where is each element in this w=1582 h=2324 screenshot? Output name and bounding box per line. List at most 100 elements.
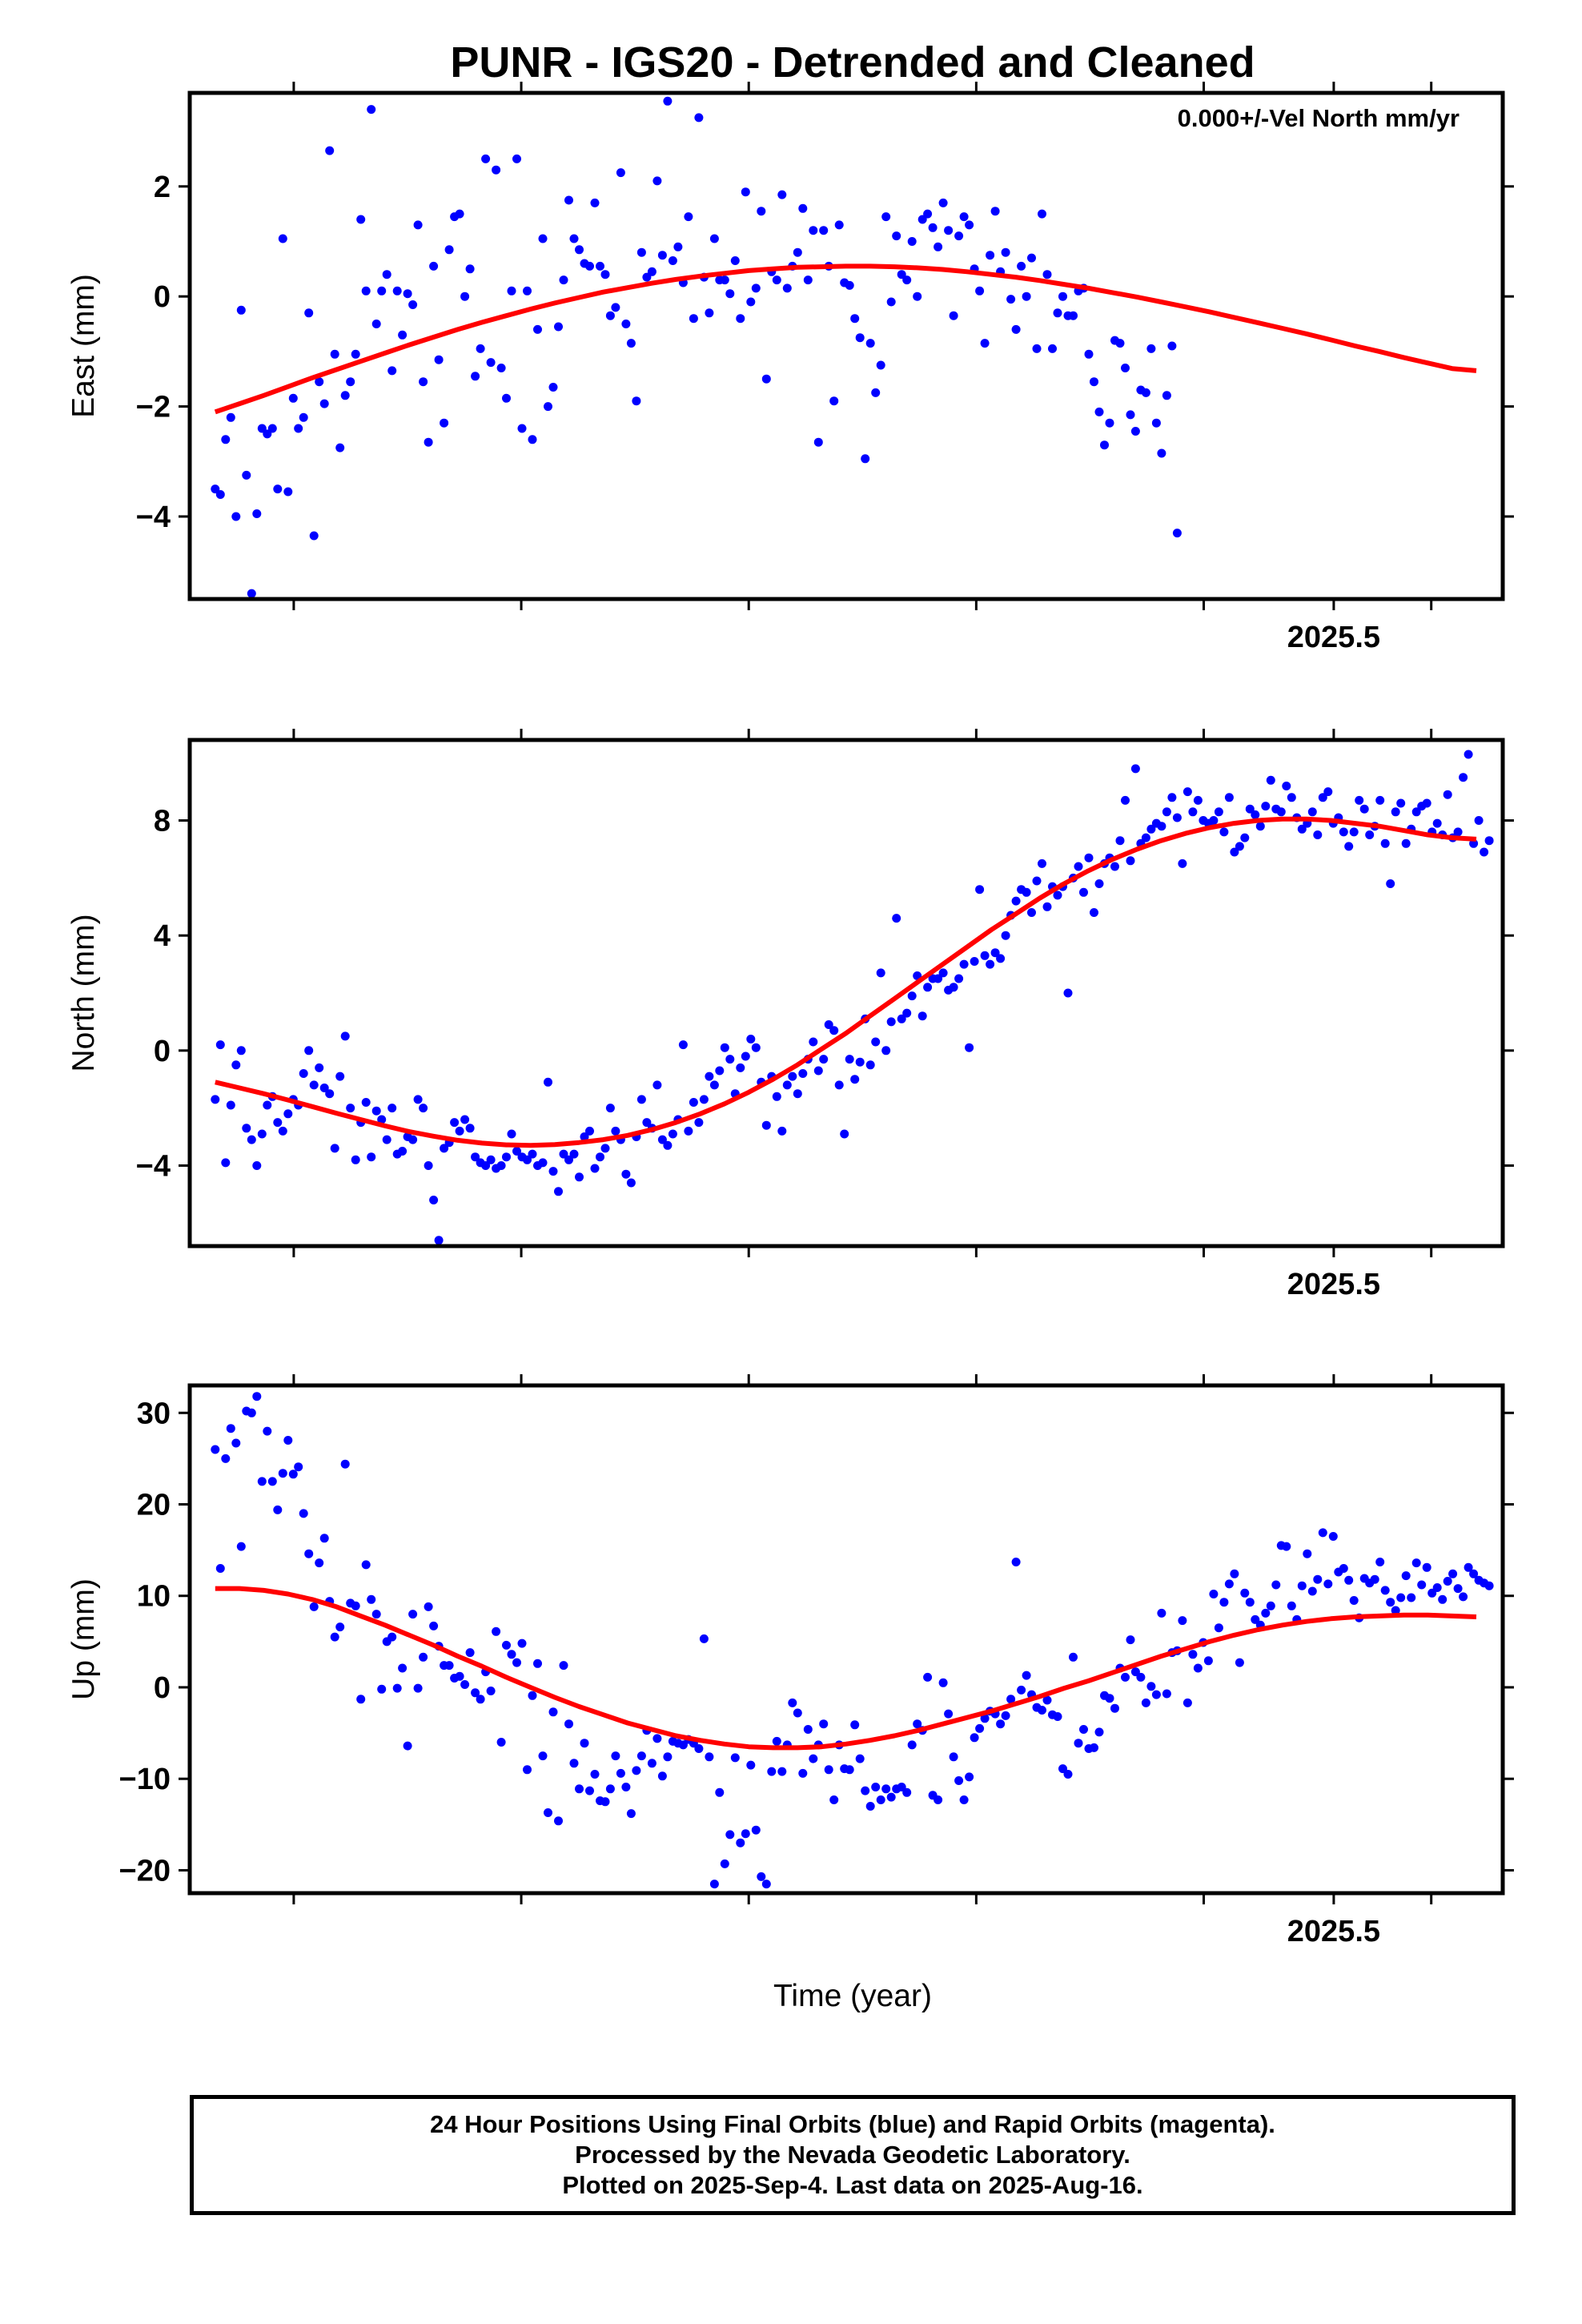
data-point (1115, 339, 1125, 348)
data-point (715, 1066, 725, 1076)
y-tick-label: 10 (137, 1580, 171, 1614)
data-point (705, 1752, 714, 1762)
data-point (371, 320, 381, 328)
data-points (211, 750, 1494, 1245)
data-point (652, 1080, 662, 1090)
y-tick-label: 0 (154, 1671, 171, 1705)
data-point (507, 1129, 516, 1139)
data-point (845, 1765, 854, 1775)
data-point (1484, 1581, 1494, 1590)
data-point (1453, 1584, 1463, 1594)
data-point (236, 1046, 246, 1055)
data-point (741, 187, 750, 197)
data-point (429, 1621, 439, 1630)
data-point (902, 1008, 912, 1018)
data-point (1017, 261, 1026, 271)
data-point (1038, 209, 1046, 219)
data-point (471, 1152, 480, 1162)
y-tick-label: 2 (154, 171, 171, 204)
data-point (242, 1124, 251, 1133)
data-point (1422, 1562, 1431, 1572)
data-point (1349, 827, 1359, 837)
data-point (335, 1072, 345, 1081)
data-point (283, 1109, 293, 1119)
data-point (1038, 1706, 1046, 1715)
data-point (813, 1066, 823, 1076)
data-point (694, 1118, 704, 1128)
data-point (855, 1057, 865, 1067)
data-point (626, 1178, 636, 1188)
data-point (705, 1072, 714, 1081)
data-point (1011, 1558, 1021, 1566)
data-point (1130, 1667, 1140, 1677)
data-point (502, 1640, 511, 1650)
data-point (465, 1124, 475, 1133)
data-point (803, 1725, 813, 1734)
data-point (1151, 1690, 1161, 1699)
data-point (346, 377, 355, 387)
data-point (1344, 842, 1354, 851)
data-point (709, 1080, 719, 1090)
data-point (346, 1104, 355, 1113)
data-point (673, 242, 683, 251)
data-point (819, 226, 829, 235)
plot-frame (187, 1383, 1505, 1896)
footer-line-3: Plotted on 2025-Sep-4. Last data on 2025… (562, 2171, 1143, 2199)
data-point (788, 1698, 797, 1707)
panel-up: −20 −10 0 10 20 30 2025.5 Up (mm) (66, 1374, 1514, 1948)
data-point (283, 1436, 293, 1445)
data-point (496, 1738, 506, 1747)
data-point (590, 198, 600, 207)
data-point (975, 885, 985, 895)
data-point (559, 275, 568, 285)
data-point (512, 1658, 521, 1667)
data-point (1427, 1588, 1437, 1598)
data-point (1193, 1663, 1203, 1673)
data-point (252, 1392, 262, 1401)
data-point (476, 344, 485, 353)
data-point (923, 209, 933, 219)
data-point (705, 308, 714, 318)
data-point (715, 1787, 725, 1797)
data-point (460, 1115, 470, 1124)
footer-box: 24 Hour Positions Using Final Orbits (bl… (190, 2095, 1516, 2215)
y-tick-label: −4 (136, 501, 171, 534)
data-point (444, 245, 454, 255)
data-point (507, 1650, 516, 1659)
data-point (548, 383, 558, 392)
data-point (559, 1149, 568, 1159)
data-point (1323, 787, 1333, 797)
data-point (632, 1766, 641, 1775)
data-point (569, 234, 579, 243)
data-point (257, 1129, 267, 1139)
data-point (746, 297, 756, 307)
data-point (954, 974, 964, 983)
data-point (236, 305, 246, 315)
data-point (954, 1776, 964, 1785)
data-point (636, 1095, 646, 1104)
data-point (523, 1155, 532, 1164)
data-point (736, 1063, 745, 1072)
data-point (772, 1092, 781, 1101)
data-point (772, 275, 781, 285)
data-point (777, 1126, 787, 1136)
data-point (1094, 407, 1104, 416)
data-point (829, 396, 839, 406)
data-point (632, 396, 641, 406)
data-point (954, 231, 964, 241)
data-point (267, 424, 277, 433)
data-point (309, 531, 319, 541)
data-point (934, 974, 943, 983)
data-point (798, 1768, 808, 1778)
data-point (647, 267, 656, 276)
data-point (944, 226, 954, 235)
data-point (215, 1564, 225, 1573)
data-point (1443, 1577, 1452, 1586)
data-point (689, 314, 698, 324)
data-point (387, 1104, 397, 1113)
data-point (278, 1126, 287, 1136)
data-point (1193, 795, 1203, 805)
data-point (1027, 253, 1036, 263)
data-point (1121, 1672, 1130, 1682)
